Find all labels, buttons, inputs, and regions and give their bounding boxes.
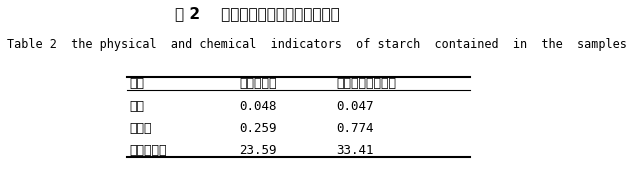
Text: 33.41: 33.41: [336, 144, 374, 158]
Text: 0.048: 0.048: [239, 100, 277, 113]
Text: 透明度: 透明度: [130, 122, 152, 135]
Text: 冻融稳定性: 冻融稳定性: [130, 144, 167, 158]
Text: 蓝值: 蓝值: [130, 100, 144, 113]
Text: 0.774: 0.774: [336, 122, 374, 135]
Text: 0.259: 0.259: [239, 122, 277, 135]
Text: 指标: 指标: [130, 77, 144, 90]
Text: Table 2  the physical  and chemical  indicators  of starch  contained  in  the  : Table 2 the physical and chemical indica…: [6, 38, 627, 51]
Text: 机械粉碎燕麦全粉: 机械粉碎燕麦全粉: [336, 77, 397, 90]
Text: 0.047: 0.047: [336, 100, 374, 113]
Text: 23.59: 23.59: [239, 144, 277, 158]
Text: 表 2    两种粉样所含淀粉的理化指标: 表 2 两种粉样所含淀粉的理化指标: [175, 6, 340, 21]
Text: 普通燕麦粉: 普通燕麦粉: [239, 77, 277, 90]
